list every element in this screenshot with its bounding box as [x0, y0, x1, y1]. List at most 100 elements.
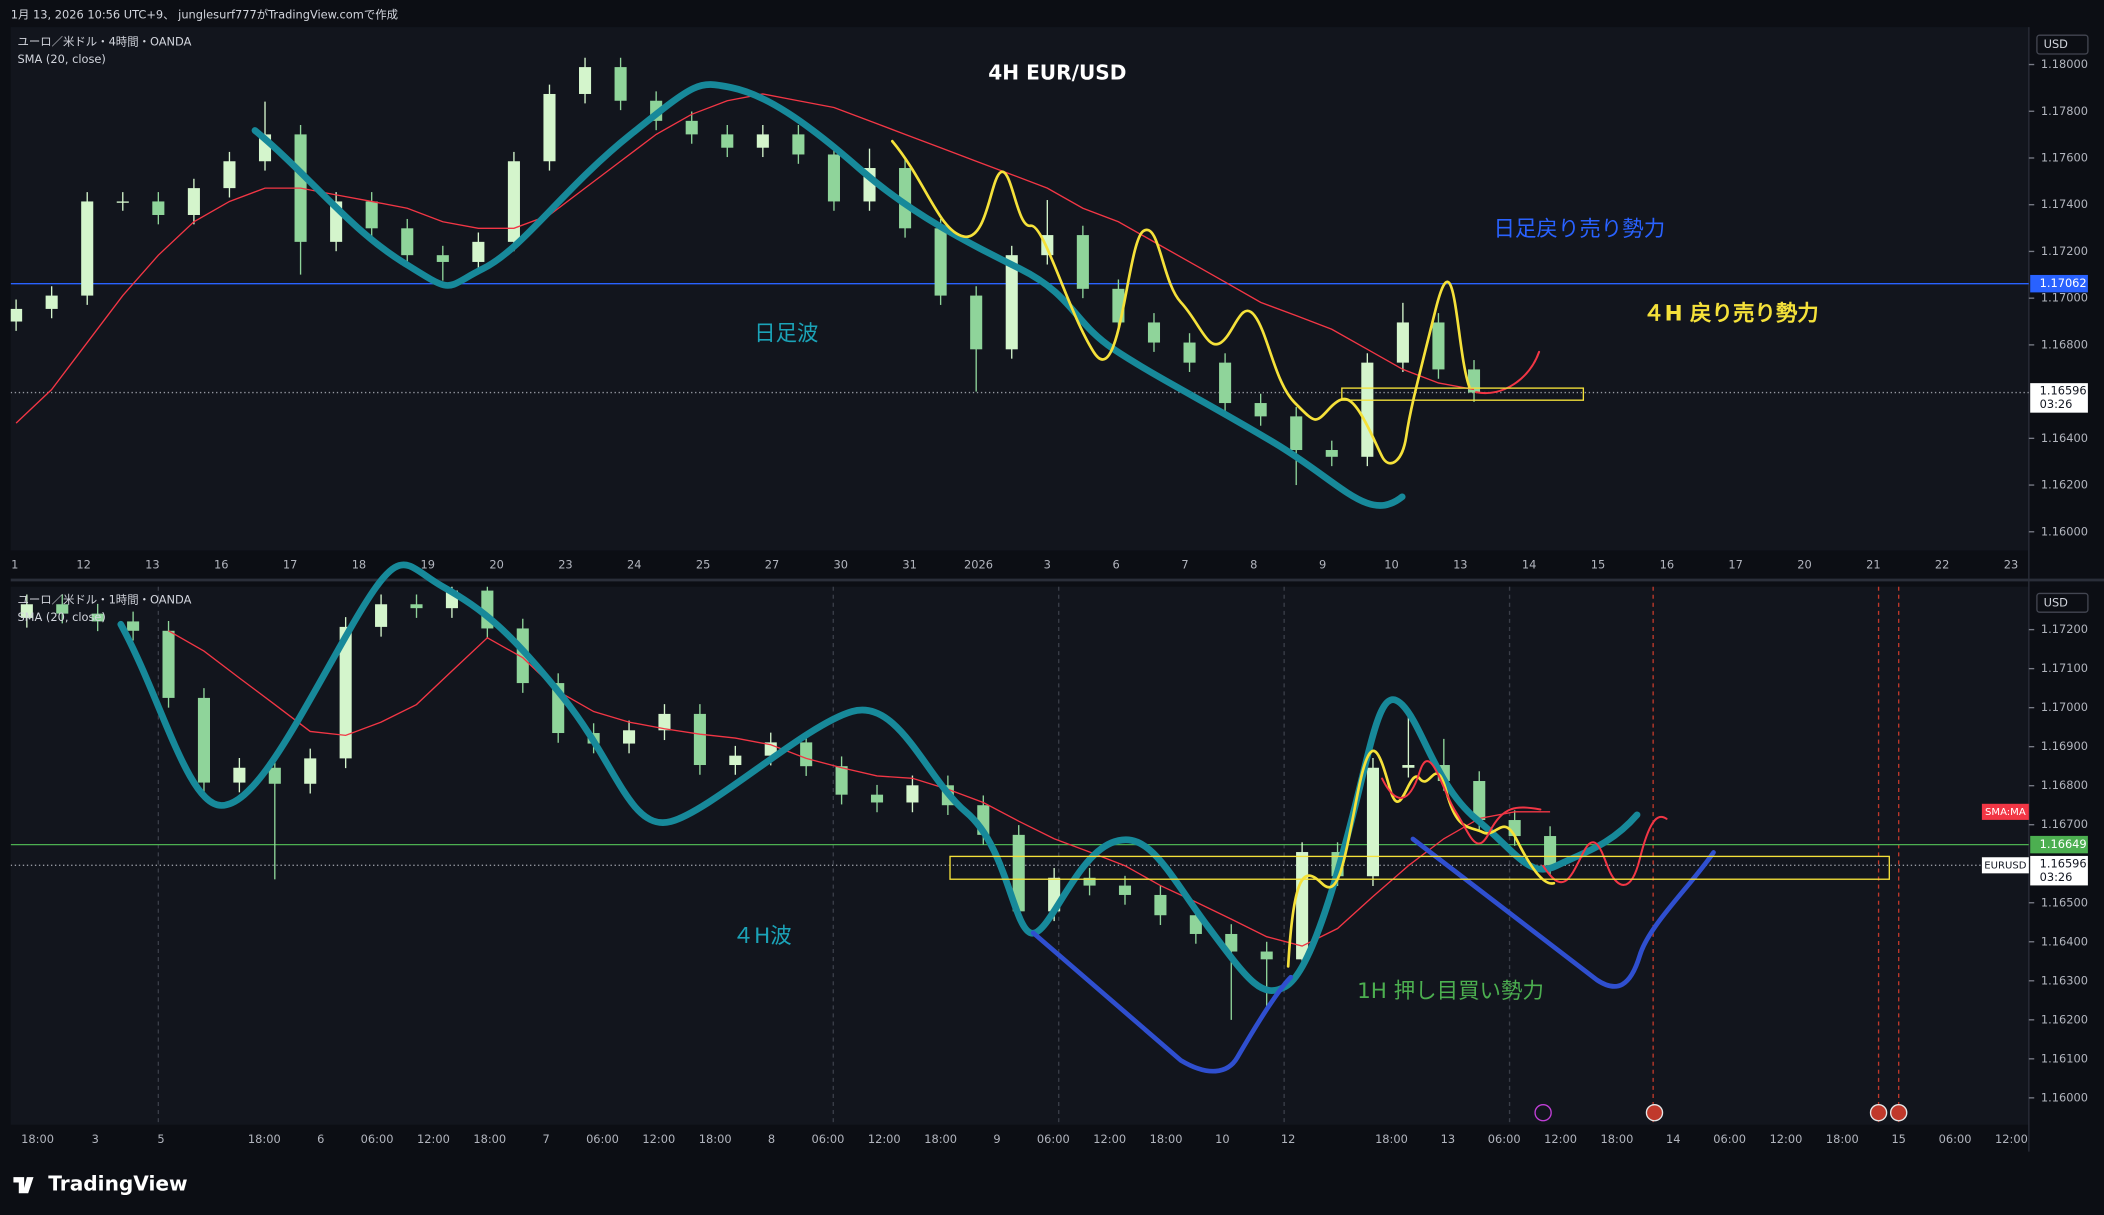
candle-body	[1183, 342, 1196, 363]
x-tick-label: 7	[543, 1132, 550, 1146]
1h-wave	[1286, 749, 1556, 968]
x-tick-label: 18:00	[248, 1132, 281, 1146]
x-tick-label: 12:00	[1544, 1132, 1577, 1146]
candle-body	[516, 628, 529, 684]
candle-body	[729, 755, 742, 766]
x-tick-label: 12:00	[1093, 1132, 1126, 1146]
x-tick-label: 06:00	[811, 1132, 844, 1146]
plot-1	[10, 57, 2029, 486]
y-tick-label: 1.16300	[2041, 973, 2088, 987]
x-tick-label: 5	[157, 1132, 164, 1146]
candle-body	[579, 67, 592, 94]
candle-body	[756, 134, 769, 148]
price-tag	[2030, 383, 2088, 413]
countdown: 03:26	[2040, 870, 2073, 884]
candle-body	[1361, 362, 1374, 457]
candle-body	[1366, 767, 1380, 877]
x-tick-label: 06:00	[361, 1132, 394, 1146]
candle-body	[614, 67, 627, 101]
x-tick-label: 10	[1384, 558, 1399, 572]
x-tick-label: 06:00	[1713, 1132, 1746, 1146]
event-icon[interactable]	[1534, 1103, 1552, 1122]
candle-body	[162, 630, 175, 698]
y-tick-label: 1.18000	[2041, 57, 2088, 71]
annotation: 4H EUR/USD	[988, 61, 1126, 85]
candle-body	[1467, 369, 1481, 393]
1h-swing	[1381, 760, 1542, 845]
x-tick-label: 12:00	[642, 1132, 675, 1146]
y-tick-label: 1.17000	[2041, 291, 2088, 305]
y-tick-label: 1.16200	[2041, 1012, 2088, 1026]
candle-body	[365, 201, 378, 229]
x-tick-label: 16	[1660, 558, 1675, 572]
logo	[13, 1177, 34, 1194]
sma-tag	[1981, 803, 2029, 820]
price-tag	[2030, 835, 2088, 854]
candle-body	[1325, 450, 1338, 457]
candle-body	[56, 604, 69, 614]
candle-body	[685, 120, 698, 135]
y-tick-label: 1.17100	[2041, 661, 2088, 675]
candle-body	[223, 161, 236, 189]
x-tick-label: 20	[489, 558, 504, 572]
candle-body	[693, 713, 706, 766]
x-tick-label: 22	[1935, 558, 1950, 572]
4h-wave	[890, 139, 1471, 465]
x-tick-label: 12	[76, 558, 91, 572]
x-tick-label: 15	[1891, 1132, 1905, 1146]
y-tick-label: 1.17800	[2041, 104, 2088, 118]
candle-body	[152, 201, 165, 215]
x-tick-label: 3	[1044, 558, 1051, 572]
countdown: 03:26	[2040, 397, 2073, 411]
candle-body	[339, 626, 352, 759]
x-tick-label: 17	[1728, 558, 1743, 572]
y-tick-label: 1.16000	[2041, 524, 2088, 538]
x-tick-label: 13	[1441, 1132, 1455, 1146]
y-tick-label: 1.17600	[2041, 150, 2088, 164]
x-tick-label: 20	[1797, 558, 1812, 572]
footer-brand: TradingView	[48, 1172, 187, 1196]
candle-body	[658, 713, 671, 731]
candle-body	[401, 228, 414, 256]
candle-body	[187, 188, 200, 215]
event-icon[interactable]	[1889, 1103, 1908, 1122]
candle-body	[827, 154, 840, 202]
candle-body	[268, 767, 281, 784]
x-tick-label: 06:00	[1939, 1132, 1972, 1146]
header: 1月 13, 2026 10:56 UTC+9、 junglesurf777がT…	[11, 8, 398, 22]
x-tick-label: 13	[145, 558, 160, 572]
symbol-tag-label: EURUSD	[1984, 860, 2026, 871]
candle-body	[792, 134, 805, 155]
y-tick-label: 1.16500	[2041, 895, 2088, 909]
candle-body	[233, 767, 246, 783]
x-tick-label: 06:00	[586, 1132, 619, 1146]
4h-wave	[117, 561, 1641, 994]
sma-line	[15, 93, 1475, 424]
currency: USD	[2044, 37, 2069, 51]
candle-body	[1544, 836, 1557, 866]
x-tick-label: 18:00	[473, 1132, 506, 1146]
annotation: 日足戻り売り勢力	[1494, 217, 1666, 242]
price-tag	[2030, 274, 2088, 293]
zone	[1341, 387, 1585, 401]
y-tick-label: 1.17400	[2041, 197, 2088, 211]
event-icon[interactable]	[1869, 1103, 1888, 1122]
candle-body	[543, 93, 556, 162]
candle-body	[906, 785, 919, 803]
candle-body	[197, 697, 210, 783]
daily-projection	[1030, 836, 1716, 1074]
candle-body	[934, 228, 947, 296]
y-tick-label: 1.17200	[2041, 244, 2088, 258]
x-tick-label: 21	[1866, 558, 1881, 572]
annotation: ４H波	[733, 924, 792, 949]
x-tick-label: 14	[1666, 1132, 1681, 1146]
drawings	[117, 81, 1890, 1074]
candle-body	[1189, 915, 1202, 934]
x-tick-label: 06:00	[1488, 1132, 1521, 1146]
event-icon[interactable]	[1645, 1103, 1664, 1122]
x-tick-label: 10	[1215, 1132, 1230, 1146]
y-tick-label: 1.16100	[2041, 1051, 2088, 1065]
x-tick-label: 17	[283, 558, 298, 572]
x-tick-label: 2026	[964, 558, 993, 572]
